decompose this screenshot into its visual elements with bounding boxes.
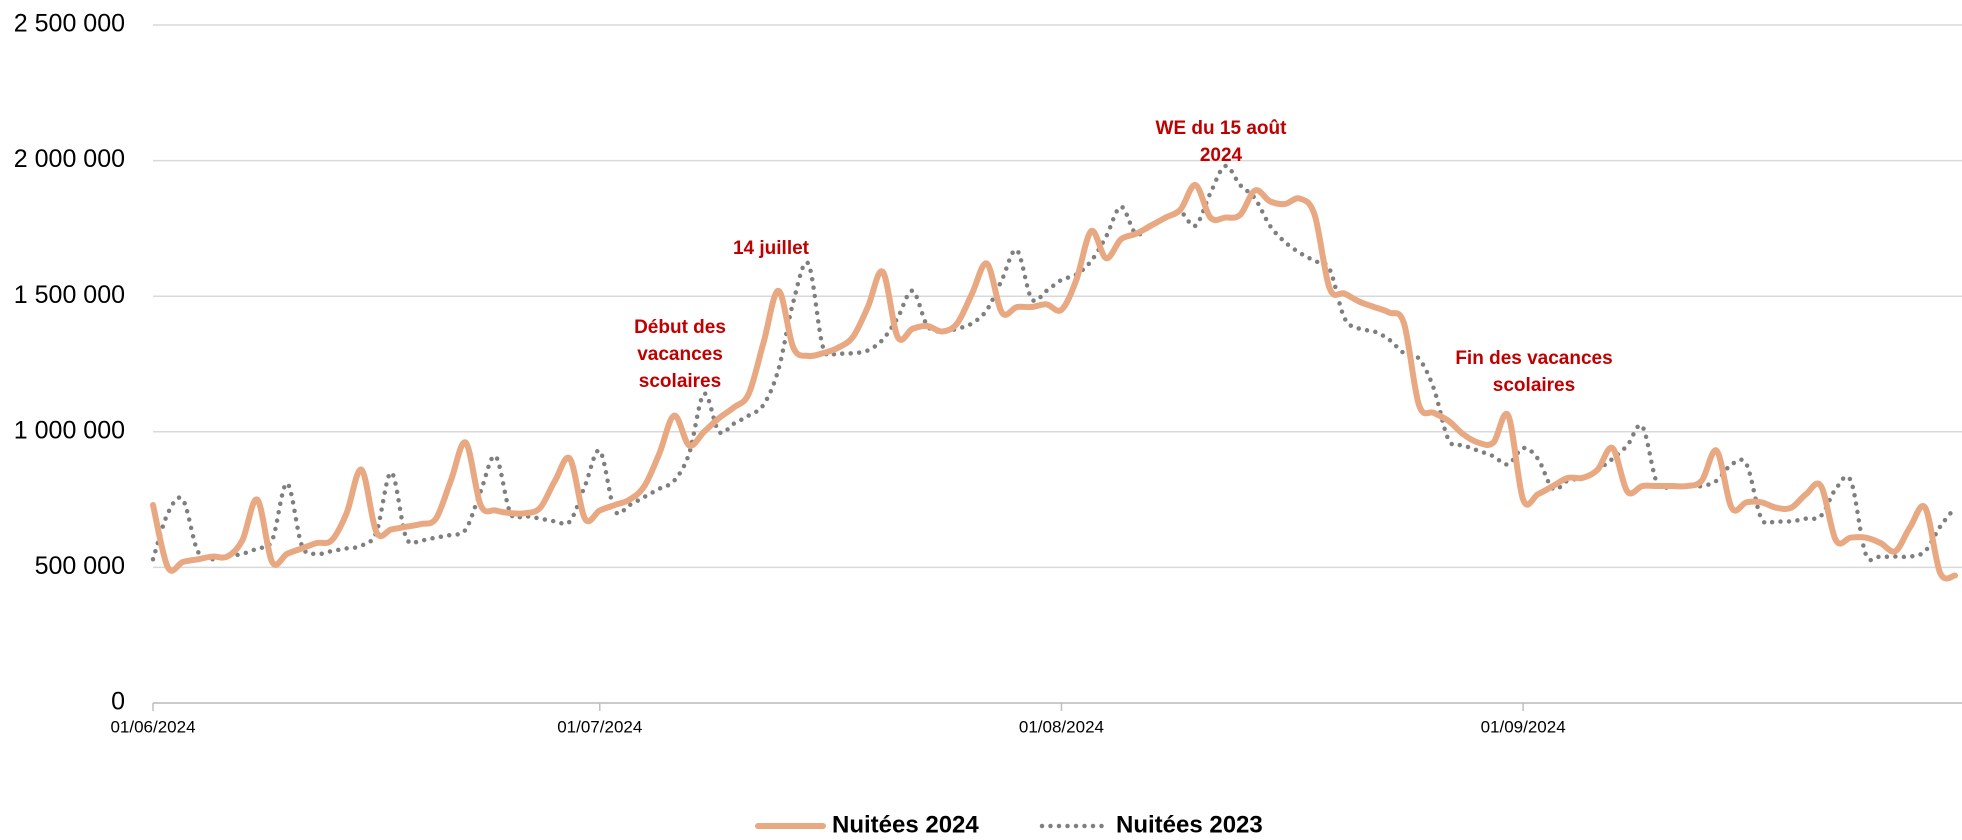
x-tick-label: 01/08/2024 bbox=[1019, 717, 1104, 736]
annotation: scolaires bbox=[1493, 375, 1575, 396]
x-tick-label: 01/06/2024 bbox=[110, 717, 195, 736]
legend-label: Nuitées 2023 bbox=[1116, 811, 1263, 838]
annotation: scolaires bbox=[639, 371, 721, 392]
y-tick-label: 2 500 000 bbox=[14, 10, 125, 38]
annotation: 2024 bbox=[1200, 145, 1243, 166]
series-line bbox=[150, 163, 1958, 563]
y-tick-label: 2 000 000 bbox=[14, 145, 125, 173]
x-tick-label: 01/07/2024 bbox=[557, 717, 642, 736]
annotation: Début des bbox=[634, 317, 726, 338]
annotation: WE du 15 août bbox=[1156, 118, 1288, 139]
y-tick-label: 500 000 bbox=[35, 552, 125, 580]
legend-label: Nuitées 2024 bbox=[832, 811, 979, 838]
y-tick-label: 1 000 000 bbox=[14, 416, 125, 444]
annotation: Fin des vacances bbox=[1455, 348, 1612, 369]
annotation: vacances bbox=[637, 344, 723, 365]
series-line bbox=[150, 182, 1958, 582]
y-tick-label: 0 bbox=[111, 688, 125, 716]
annotation: 14 juillet bbox=[733, 238, 810, 259]
y-tick-label: 1 500 000 bbox=[14, 281, 125, 309]
x-tick-label: 01/09/2024 bbox=[1481, 717, 1566, 736]
